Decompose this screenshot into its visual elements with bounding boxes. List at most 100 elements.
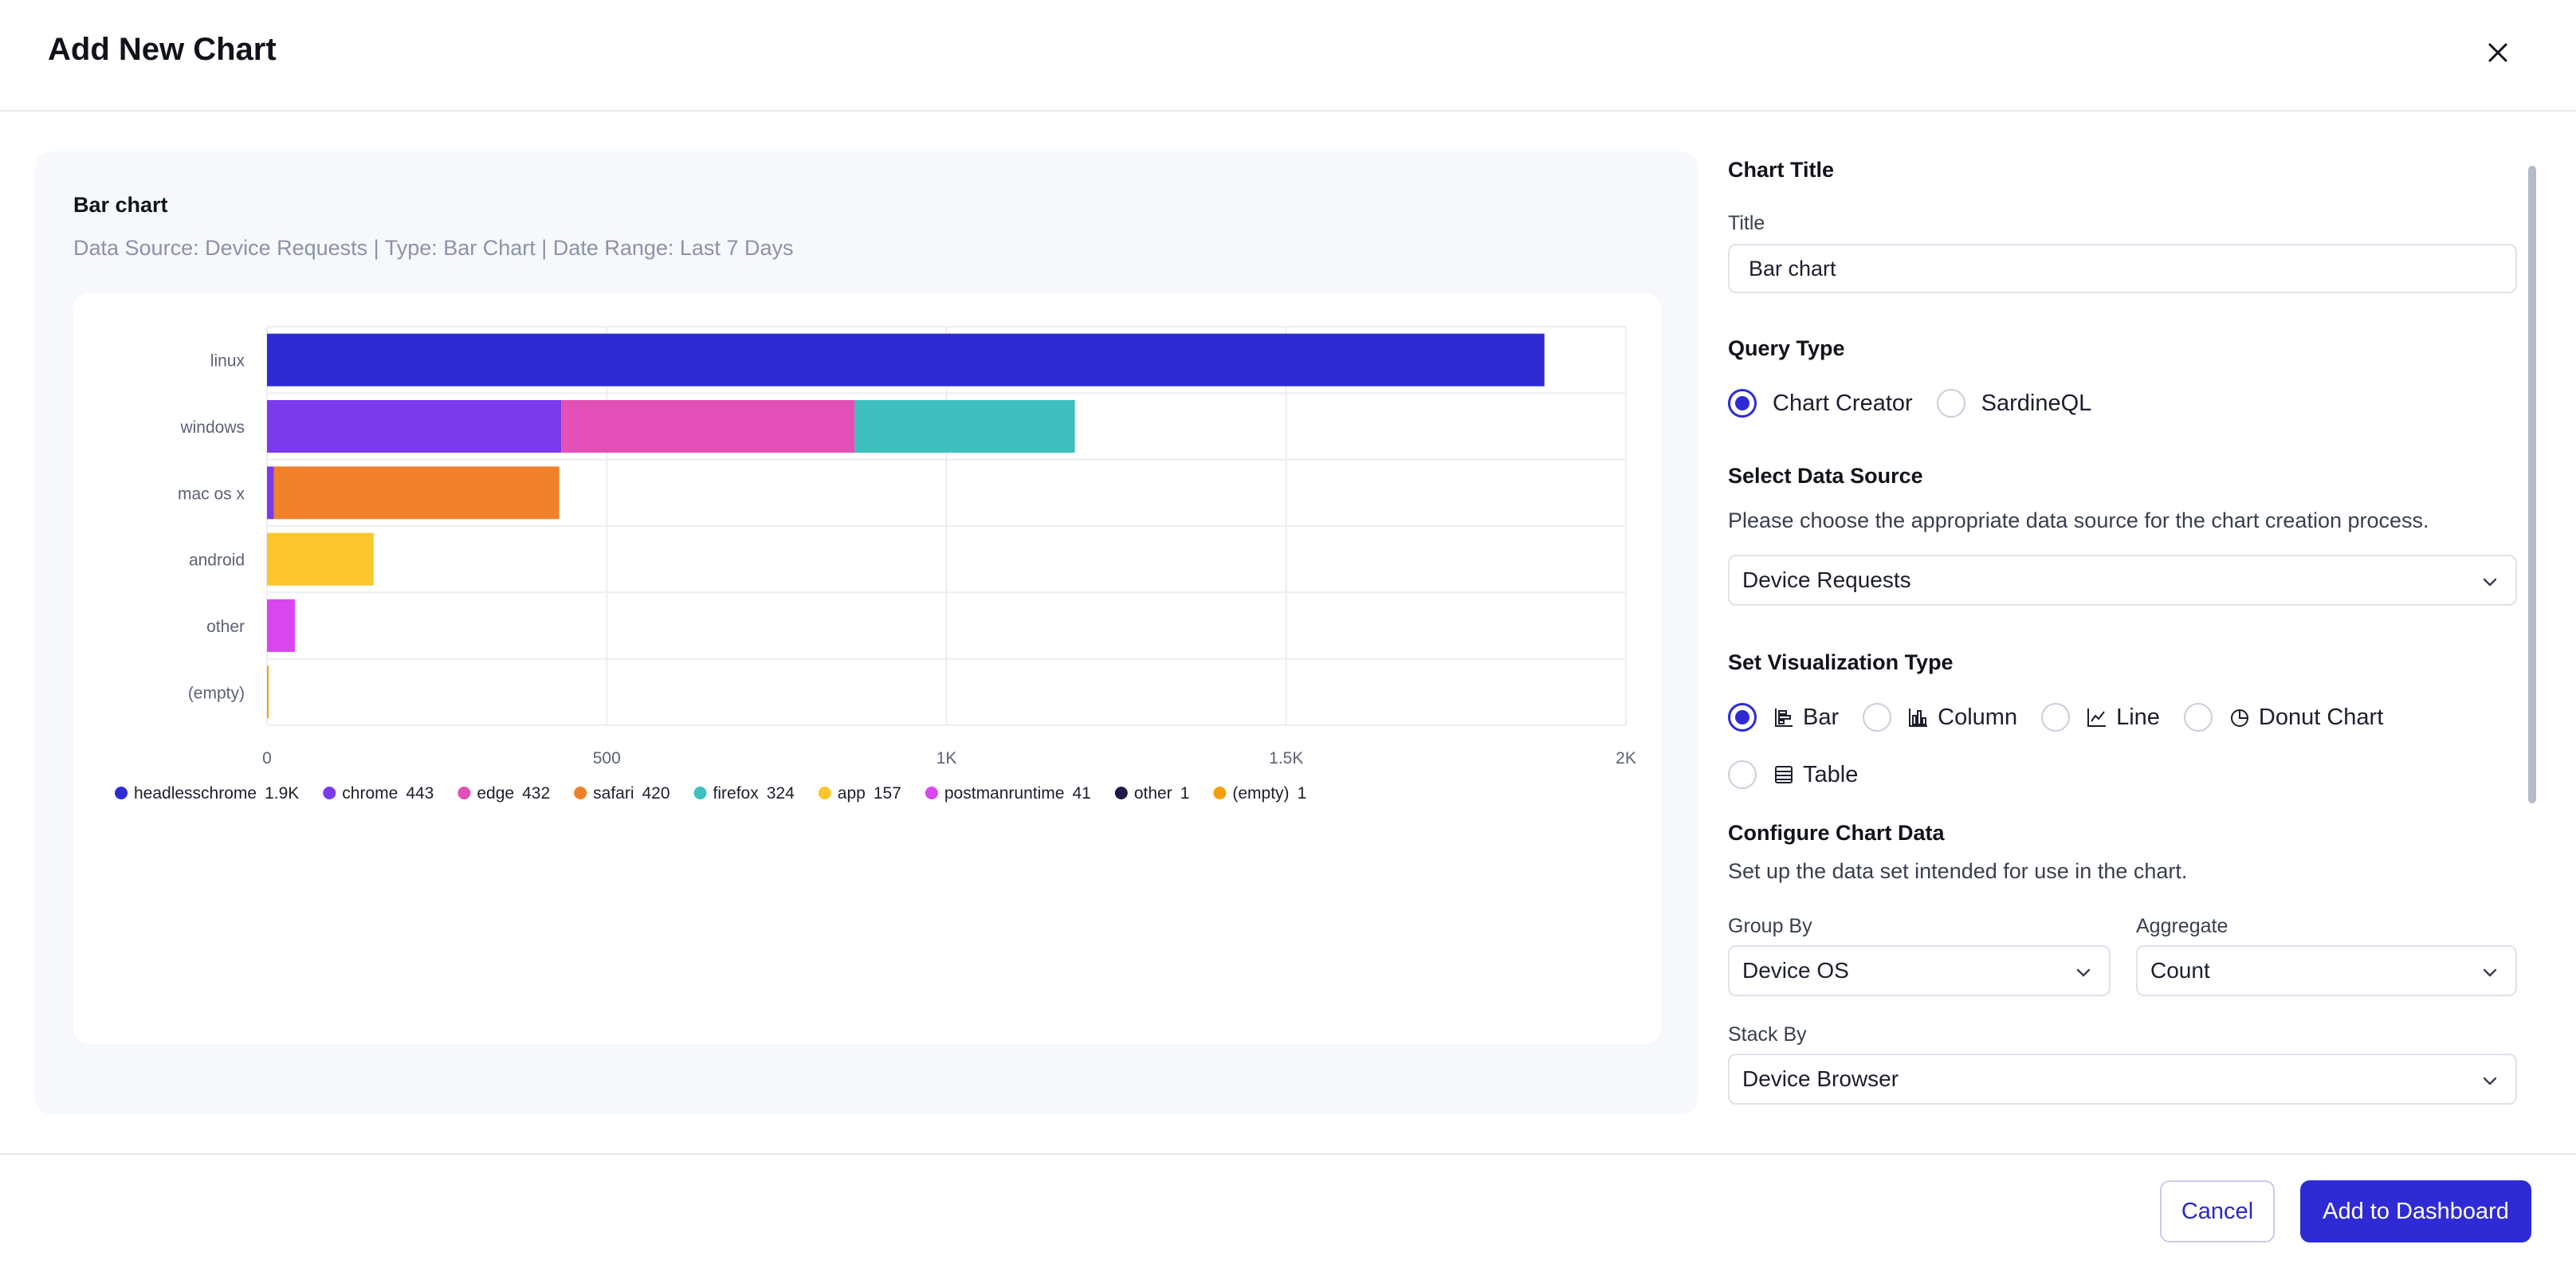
radio-label: Chart Creator <box>1773 390 1913 416</box>
radio-indicator-selected <box>1728 703 1757 732</box>
legend-swatch <box>1114 787 1128 799</box>
bar-segment <box>267 466 274 520</box>
y-tick-label: android <box>189 552 245 570</box>
radio-viz-line[interactable]: Line <box>2041 703 2160 732</box>
configure-data-description: Set up the data set intended for use in … <box>1728 859 2188 883</box>
radio-viz-column[interactable]: Column <box>1863 703 2017 732</box>
aggregate-value: Count <box>2150 958 2210 983</box>
data-source-value: Device Requests <box>1742 567 1911 592</box>
bar-segment <box>273 466 560 520</box>
legend-value: 41 <box>1072 784 1090 803</box>
legend-swatch <box>693 787 707 799</box>
close-button[interactable] <box>2480 35 2515 70</box>
radio-viz-bar[interactable]: Bar <box>1728 703 1839 732</box>
legend-label: chrome <box>342 784 398 803</box>
bar-segment <box>854 400 1075 453</box>
title-input-value: Bar chart <box>1749 256 1836 281</box>
configure-data-heading: Configure Chart Data <box>1728 821 1945 845</box>
radio-indicator <box>1936 389 1965 418</box>
config-panel-scrollbar[interactable] <box>2528 166 2536 803</box>
legend-label: edge <box>477 784 514 803</box>
cancel-button[interactable]: Cancel <box>2160 1180 2275 1242</box>
legend-swatch <box>457 787 471 799</box>
viz-type-heading: Set Visualization Type <box>1728 650 1954 674</box>
radio-indicator <box>2041 703 2071 732</box>
radio-label: SardineQL <box>1981 390 2092 416</box>
legend-label: safari <box>593 784 634 803</box>
chevron-down-icon <box>2076 968 2091 977</box>
query-type-group: Chart Creator SardineQL <box>1728 389 2115 418</box>
radio-viz-donut[interactable]: Donut Chart <box>2183 703 2384 732</box>
bar-chart: linux windows mac os x android other (empty) 0… <box>115 326 1636 803</box>
group-by-value: Device OS <box>1742 958 1849 983</box>
query-type-heading: Query Type <box>1728 336 1845 360</box>
legend-swatch <box>925 787 938 799</box>
data-source-select[interactable]: Device Requests <box>1728 555 2517 606</box>
y-tick-label: windows <box>179 418 245 437</box>
y-tick-label: linux <box>210 352 245 371</box>
title-field-label: Title <box>1728 212 1765 234</box>
y-tick-label: mac os x <box>178 485 245 503</box>
bar-segment <box>267 532 374 586</box>
viz-type-group-row2: Table <box>1728 760 1882 789</box>
data-source-heading: Select Data Source <box>1728 464 1923 488</box>
table-icon <box>1775 766 1793 783</box>
radio-chart-creator[interactable]: Chart Creator <box>1728 389 1913 418</box>
legend-value: 157 <box>874 784 901 803</box>
radio-sardineql[interactable]: SardineQL <box>1936 389 2092 418</box>
chart-preview-panel: Bar chart Data Source: Device Requests |… <box>35 151 1698 1114</box>
x-tick-label: 0 <box>262 749 272 767</box>
stack-by-select[interactable]: Device Browser <box>1728 1054 2517 1105</box>
stack-by-label: Stack By <box>1728 1023 1807 1046</box>
chart-title-heading: Chart Title <box>1728 158 1835 182</box>
modal-footer <box>0 1153 2576 1264</box>
group-by-select[interactable]: Device OS <box>1728 945 2111 996</box>
bar-segment <box>561 400 855 453</box>
legend-value: 1.9K <box>265 784 299 803</box>
bar-segment <box>267 333 1545 387</box>
legend-label: headlesschrome <box>134 784 257 803</box>
legend-label: firefox <box>713 784 760 803</box>
bar-chart-icon <box>1775 709 1793 727</box>
radio-label: Bar <box>1803 704 1840 730</box>
stack-by-value: Device Browser <box>1742 1066 1899 1091</box>
legend-value: 420 <box>642 784 670 803</box>
legend-swatch <box>818 787 831 799</box>
chart-config-panel: Chart Title Title Bar chart Query Type C… <box>1728 151 2541 1114</box>
legend-swatch <box>323 787 336 799</box>
radio-label: Line <box>2116 704 2160 730</box>
chevron-down-icon <box>2483 578 2497 587</box>
legend-swatch <box>1213 787 1227 799</box>
preview-chart-name: Bar chart <box>73 193 168 217</box>
legend-value: 324 <box>767 784 795 803</box>
y-tick-label: other <box>206 618 245 636</box>
modal-title: Add New Chart <box>48 32 277 67</box>
data-source-description: Please choose the appropriate data sourc… <box>1728 508 2429 532</box>
legend-value: 1 <box>1298 784 1307 803</box>
legend-swatch <box>115 787 128 799</box>
legend-value: 1 <box>1180 784 1190 803</box>
bar-segment <box>267 599 295 652</box>
chart-card: linux windows mac os x android other (empty) 0… <box>73 293 1661 1044</box>
preview-chart-meta: Data Source: Device Requests | Type: Bar… <box>73 236 794 260</box>
radio-indicator-selected <box>1728 389 1757 418</box>
radio-indicator <box>2183 703 2213 732</box>
chevron-down-icon <box>2483 1077 2497 1085</box>
aggregate-label: Aggregate <box>2136 915 2228 937</box>
legend-value: 432 <box>522 784 550 803</box>
bar-segment <box>267 665 269 719</box>
legend-label: (empty) <box>1232 784 1289 803</box>
legend-label: other <box>1134 784 1172 803</box>
title-input[interactable]: Bar chart <box>1728 244 2517 293</box>
aggregate-select[interactable]: Count <box>2136 945 2517 996</box>
bar-segment <box>267 400 562 453</box>
radio-viz-table[interactable]: Table <box>1728 760 1858 789</box>
chevron-down-icon <box>2483 968 2497 977</box>
x-tick-label: 1K <box>937 749 957 767</box>
legend-value: 443 <box>406 784 434 803</box>
add-to-dashboard-button[interactable]: Add to Dashboard <box>2300 1180 2531 1242</box>
radio-label: Donut Chart <box>2258 704 2384 730</box>
modal-header: Add New Chart <box>0 0 2576 112</box>
y-tick-label: (empty) <box>188 684 245 702</box>
x-tick-label: 2K <box>1616 749 1636 767</box>
